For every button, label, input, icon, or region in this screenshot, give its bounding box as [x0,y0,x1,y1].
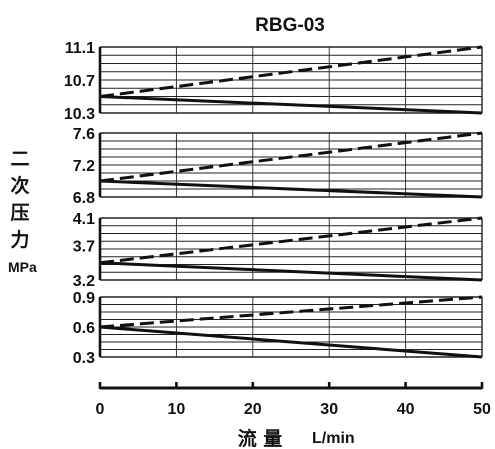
panel-2: 7.6 7.2 6.8 [73,126,483,207]
y-tick-label: 10.7 [64,73,95,90]
x-tick-label: 40 [397,401,415,418]
x-tick-label: 30 [320,401,338,418]
panels: 11.1 10.7 10.3 7.6 7.2 6.8 4.1 3.7 3.20.9 0.6 0.3 [64,40,483,367]
y-tick-label: 7.2 [73,158,95,175]
x-axis-unit: L/min [312,430,355,447]
y-tick-label: 0.9 [73,290,95,307]
series-line-dashed [99,216,483,265]
panel-3: 4.1 3.7 3.2 [73,211,483,290]
y-axis-label-char: 次 [10,174,29,197]
x-tick-label: 50 [473,401,491,418]
x-tick-label: 20 [244,401,262,418]
series-line-solid [99,95,483,115]
y-tick-label: 3.2 [73,273,95,290]
series-line-dashed [99,45,483,98]
series-line-dashed [99,131,483,183]
x-tick-label: 10 [168,401,186,418]
y-axis-unit: MPa [8,259,37,275]
y-tick-label: 0.6 [73,320,95,337]
y-axis-label-char: 压 [10,202,29,224]
chart-title: RBG-03 [255,15,325,36]
series-line-solid [99,179,483,199]
y-tick-label: 3.7 [73,239,95,256]
x-axis: 0 10 20 30 40 50 [96,382,491,418]
series-line-solid [99,325,483,359]
y-tick-label: 7.6 [73,126,95,143]
y-tick-label: 10.3 [64,106,95,123]
series-line-solid [99,261,483,282]
y-axis-label-char: 力 [10,228,29,251]
y-axis-label-char: 二 [10,148,29,170]
y-tick-label: 6.8 [73,190,95,207]
series-line-dashed [99,295,483,329]
y-tick-label: 0.3 [73,350,95,367]
x-tick-label: 0 [96,401,105,418]
y-tick-label: 11.1 [65,40,95,57]
panel-1: 11.1 10.7 10.3 [64,40,483,123]
y-tick-label: 4.1 [73,211,95,228]
panel-4: 0.9 0.6 0.3 [73,290,483,367]
x-axis-label: 流 量 [238,427,283,449]
